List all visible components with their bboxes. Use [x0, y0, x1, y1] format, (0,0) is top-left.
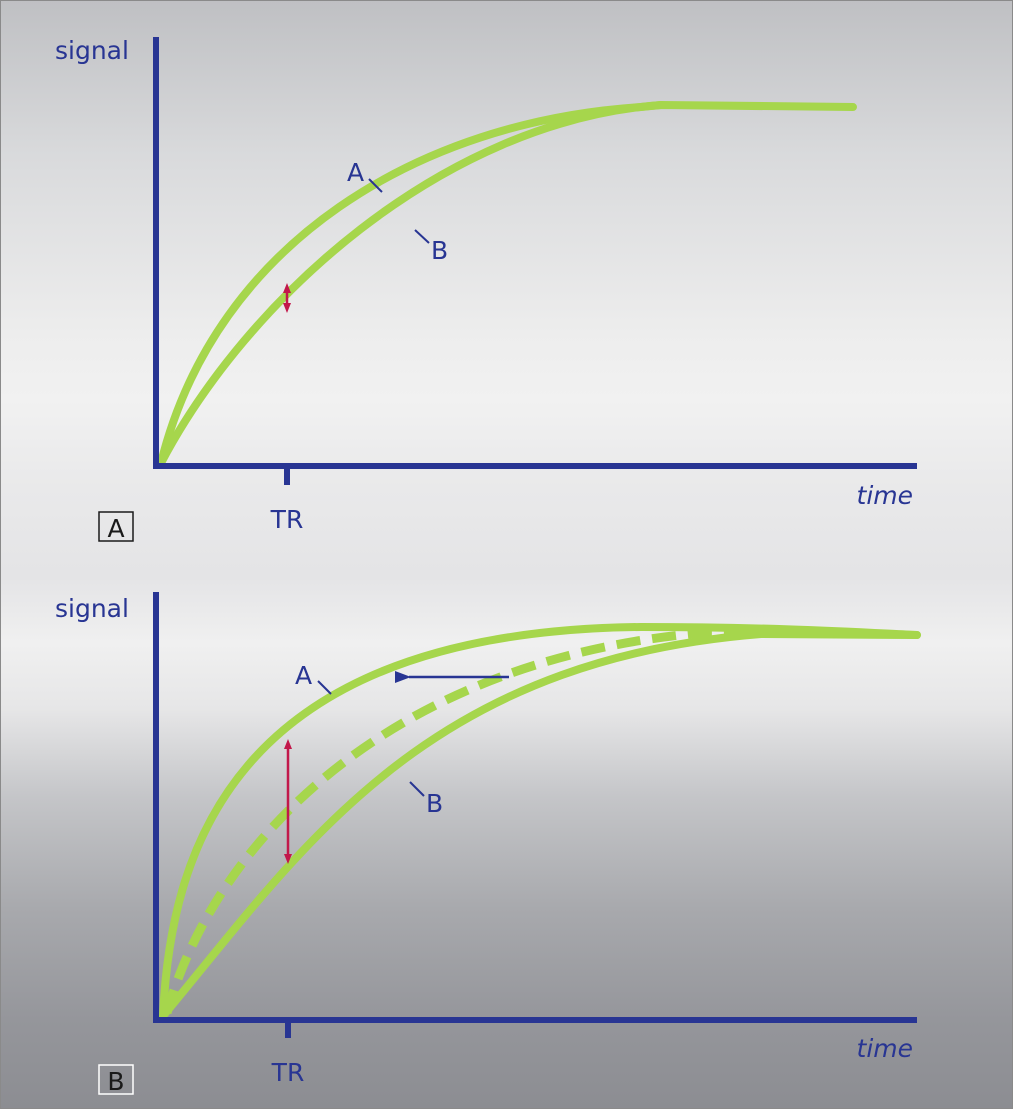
panel-b-label: B [107, 1067, 124, 1096]
panel-b-curve-b-leader [409, 781, 425, 797]
panel-b-y-axis-label: signal [55, 594, 129, 623]
panel-a-x-axis-label: time [857, 481, 913, 510]
panel-b-curve-a-label: A [295, 661, 312, 690]
panel-a-curve-b-leader [414, 229, 430, 244]
panel-b: A B signal time TR B [55, 592, 921, 1096]
panel-b-curve-dashed [162, 628, 771, 1015]
panel-a: A B signal time TR A [55, 36, 917, 543]
panel-a-curve-b [157, 100, 857, 467]
panel-b-curve-b [159, 629, 921, 1020]
panel-a-curve-a-leader [368, 178, 383, 193]
panel-b-x-axis-label: time [857, 1034, 913, 1063]
panel-b-curve-b-label: B [426, 789, 443, 818]
panel-b-curve-a-leader [317, 680, 332, 695]
panel-a-label-box [98, 511, 134, 542]
panel-a-curve-a-label: A [347, 158, 364, 187]
panel-a-label: A [107, 514, 124, 543]
panel-b-label-box [98, 1064, 134, 1095]
panel-a-curve-b-label: B [431, 236, 448, 265]
panel-b-tr-label: TR [271, 1058, 305, 1087]
panel-a-tr-label: TR [270, 505, 304, 534]
panel-a-y-axis-label: signal [55, 36, 129, 65]
panel-a-curve-a [157, 101, 665, 467]
